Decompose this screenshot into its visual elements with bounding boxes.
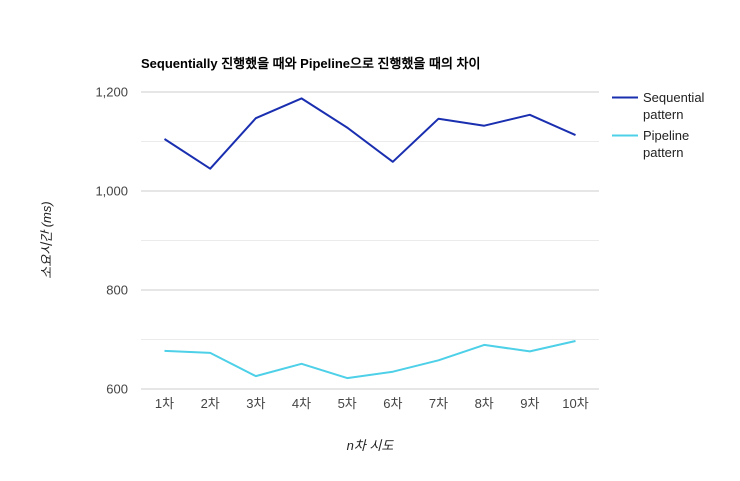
x-axis-ticks: 1차 2차 3차 4차 5차 6차 7차 8차 9차 10차	[155, 396, 589, 411]
x-axis-title: n차 시도	[347, 438, 395, 453]
y-tick-label: 800	[106, 283, 128, 298]
legend: Sequential pattern Pipeline pattern	[612, 90, 705, 160]
legend-item-sequential: Sequential pattern	[612, 90, 705, 122]
x-tick-label: 3차	[246, 396, 265, 411]
x-tick-label: 9차	[520, 396, 539, 411]
x-tick-label: 4차	[292, 396, 311, 411]
series-lines	[163, 97, 576, 380]
chart-title: Sequentially 진행했을 때와 Pipeline으로 진행했을 때의 …	[141, 56, 480, 71]
legend-label: Pipeline pattern	[643, 128, 689, 160]
y-tick-label: 1,200	[95, 85, 128, 100]
grid	[141, 91, 599, 390]
x-tick-label: 7차	[429, 396, 448, 411]
x-tick-label: 5차	[338, 396, 357, 411]
x-tick-label: 10차	[562, 396, 588, 411]
series-line-pipeline	[164, 340, 576, 380]
x-tick-label: 6차	[383, 396, 402, 411]
legend-item-pipeline: Pipeline pattern	[612, 128, 689, 160]
series-line-sequential	[163, 97, 576, 170]
y-axis-ticks: 600 800 1,000 1,200	[95, 85, 128, 397]
x-tick-label: 2차	[201, 396, 220, 411]
y-tick-label: 600	[106, 382, 128, 397]
legend-label: Sequential pattern	[643, 90, 705, 122]
x-tick-label: 8차	[475, 396, 494, 411]
y-axis-title: 소요시간 (ms)	[39, 201, 54, 278]
x-tick-label: 1차	[155, 396, 174, 411]
y-tick-label: 1,000	[95, 184, 128, 199]
